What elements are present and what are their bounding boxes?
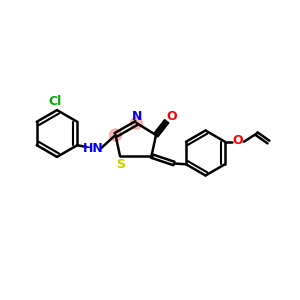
Text: N: N xyxy=(132,110,142,123)
Text: O: O xyxy=(167,110,177,123)
Text: S: S xyxy=(116,158,125,171)
Circle shape xyxy=(110,129,122,141)
Text: O: O xyxy=(232,134,243,147)
Circle shape xyxy=(130,117,142,129)
Text: HN: HN xyxy=(82,142,103,155)
Text: Cl: Cl xyxy=(49,95,62,108)
